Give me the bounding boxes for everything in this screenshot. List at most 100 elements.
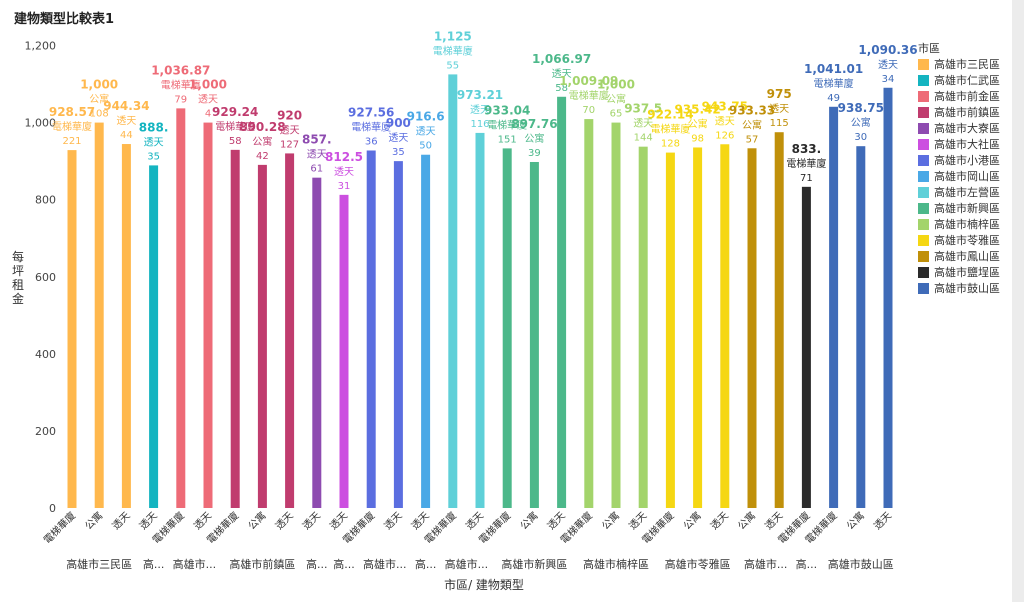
bar[interactable]	[366, 150, 376, 508]
bar-type-label: 透天	[116, 115, 136, 127]
legend-label: 高雄市仁武區	[934, 74, 1000, 87]
bar-count-label: 55	[446, 60, 459, 71]
bar-type-label: 電梯華廈	[569, 89, 609, 102]
legend-item[interactable]: 高雄市鼓山區	[918, 280, 1000, 296]
bar-count-label: 221	[62, 136, 81, 147]
legend-swatch	[918, 170, 929, 182]
group-label: 高...	[143, 557, 165, 571]
legend-item[interactable]: 高雄市仁武區	[918, 72, 1000, 88]
bar-count-label: 30	[854, 132, 867, 143]
legend-label: 高雄市鳳山區	[934, 250, 1000, 263]
bar-type-label: 透天	[334, 166, 354, 178]
legend-item[interactable]: 高雄市岡山區	[918, 168, 1000, 184]
legend-item[interactable]: 高雄市三民區	[918, 56, 1000, 72]
bar-count-label: 34	[882, 74, 895, 85]
group-label: 高...	[306, 557, 328, 571]
bar-value-label: 944.34	[103, 99, 149, 113]
legend-item[interactable]: 高雄市小港區	[918, 152, 1000, 168]
group-label: 高...	[796, 557, 818, 571]
bar[interactable]	[584, 119, 594, 508]
bar-type-label: 電梯華廈	[161, 78, 201, 91]
bar[interactable]	[829, 106, 839, 508]
legend-item[interactable]: 高雄市大寮區	[918, 120, 1000, 136]
bar-type-label: 電梯華廈	[52, 120, 92, 133]
x-tick-label: 透天	[191, 510, 214, 533]
bar-type-label: 透天	[470, 104, 490, 116]
bar[interactable]	[203, 122, 213, 508]
legend-item[interactable]: 高雄市鳳山區	[918, 248, 1000, 264]
bar[interactable]	[475, 132, 485, 509]
bar-type-label: 電梯華廈	[433, 44, 473, 57]
bar-type-label: 透天	[144, 136, 164, 148]
legend-label: 高雄市岡山區	[934, 170, 1000, 183]
group-label: 高雄市...	[363, 557, 407, 571]
bar-type-label: 透天	[633, 118, 653, 130]
legend-item[interactable]: 高雄市楠梓區	[918, 216, 1000, 232]
legend-item[interactable]: 高雄市前鎮區	[918, 104, 1000, 120]
bar[interactable]	[638, 146, 648, 508]
vertical-scrollbar[interactable]	[1012, 0, 1024, 602]
bar-count-label: 35	[147, 151, 160, 162]
bar-count-label: 98	[691, 133, 704, 144]
bar-value-label: 1,000	[80, 78, 118, 92]
bar-type-label: 透天	[280, 124, 300, 136]
bar-count-label: 144	[634, 133, 653, 144]
bar[interactable]	[529, 161, 539, 508]
bar[interactable]	[747, 148, 757, 509]
legend[interactable]: 高雄市三民區高雄市仁武區 高雄市前金區高雄市前鎮區 高雄市大寮區 高雄市大社區 高雄市小…	[918, 56, 1000, 296]
bar-value-label: 928.57	[49, 105, 95, 119]
bar[interactable]	[720, 144, 730, 509]
bar-value-label: 1,041.01	[804, 62, 863, 76]
bar[interactable]	[312, 177, 322, 509]
bar[interactable]	[67, 150, 77, 508]
legend-item[interactable]: 高雄市鹽埕區	[918, 264, 1000, 280]
legend-item[interactable]: 高雄市左營區	[918, 184, 1000, 200]
bar[interactable]	[257, 164, 267, 508]
bar-value-label: 927.56	[348, 106, 394, 120]
legend-swatch	[918, 218, 929, 230]
bar-count-label: 36	[365, 137, 378, 148]
bar-count-label: 42	[256, 151, 269, 162]
bar[interactable]	[339, 194, 349, 509]
legend-item[interactable]: 高雄市前金區	[918, 88, 1000, 104]
bar[interactable]	[448, 74, 458, 508]
x-tick-label: 公寓	[82, 509, 105, 532]
bar[interactable]	[665, 152, 675, 509]
bar-type-label: 電梯華廈	[351, 121, 391, 134]
legend-item[interactable]: 高雄市苓雅區	[918, 232, 1000, 248]
legend-swatch	[918, 154, 929, 166]
bar[interactable]	[693, 147, 703, 508]
bar-value-label: 1,000	[597, 78, 635, 92]
bar-type-label: 電梯華廈	[786, 157, 826, 170]
bar[interactable]	[94, 122, 104, 508]
bar[interactable]	[230, 149, 240, 509]
bar[interactable]	[774, 132, 784, 508]
bar[interactable]	[502, 148, 512, 508]
legend-swatch	[918, 266, 929, 278]
bar-count-label: 31	[338, 181, 351, 192]
bar[interactable]	[856, 146, 866, 508]
legend-item[interactable]: 高雄市新興區	[918, 200, 1000, 216]
y-tick-label: 600	[35, 271, 56, 284]
bar[interactable]	[421, 154, 431, 508]
x-tick-label: 公寓	[245, 509, 268, 532]
legend-label: 高雄市前鎮區	[934, 106, 1000, 119]
bar-value-label: 1,009.09	[559, 74, 618, 88]
bar[interactable]	[883, 87, 893, 508]
legend-label: 高雄市左營區	[934, 186, 1000, 199]
bar[interactable]	[801, 186, 811, 509]
bar-type-label: 公寓	[252, 135, 272, 148]
bar[interactable]	[285, 153, 295, 508]
bar[interactable]	[149, 165, 159, 508]
group-label: 高雄市...	[445, 557, 489, 571]
bar[interactable]	[611, 122, 621, 508]
legend-item[interactable]: 高雄市大社區	[918, 136, 1000, 152]
bar[interactable]	[121, 144, 131, 508]
bar-count-label: 44	[120, 130, 133, 141]
bar-type-label: 電梯華廈	[215, 120, 255, 133]
bar[interactable]	[393, 161, 403, 508]
bar-count-label: 4	[205, 109, 211, 120]
bar[interactable]	[557, 96, 567, 509]
bar[interactable]	[176, 108, 186, 509]
bar-value-label: 929.24	[212, 105, 258, 119]
